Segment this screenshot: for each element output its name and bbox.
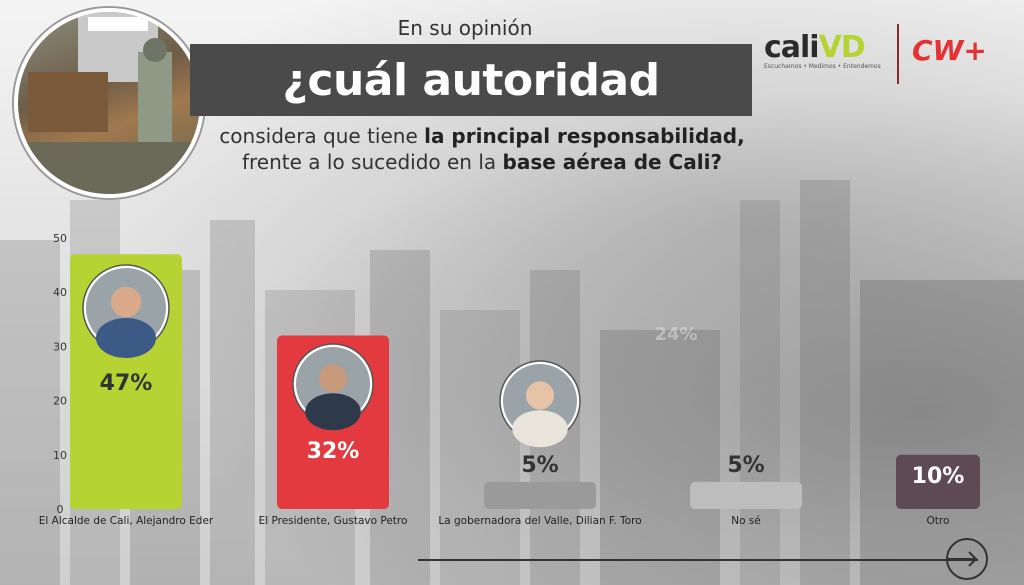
- question-line-1: considera que tiene la principal respons…: [219, 124, 745, 148]
- y-tick-label: 0: [57, 503, 64, 516]
- news-photo-circle: [14, 8, 204, 198]
- y-tick-label: 40: [53, 286, 67, 299]
- arrow-right-icon: [948, 551, 978, 567]
- portrait-body: [512, 410, 568, 448]
- y-tick-label: 30: [53, 340, 67, 353]
- portrait-face: [110, 286, 142, 318]
- x-tick-label: La gobernadora del Valle, Dilian F. Toro: [438, 515, 641, 527]
- data-label: 5%: [521, 453, 558, 478]
- data-label: 10%: [912, 464, 965, 489]
- cw-plus-logo: CW+: [912, 34, 987, 67]
- portrait-body: [96, 318, 156, 358]
- y-tick-label: 10: [53, 449, 67, 462]
- calivd-logo: caliVD Escuchamos • Medimos • Entendemos: [764, 30, 881, 70]
- portrait-face: [525, 381, 555, 410]
- y-tick-label: 20: [53, 395, 67, 408]
- bar: [896, 454, 980, 509]
- portrait-body: [305, 393, 361, 431]
- question-line-2: frente a lo sucedido en la base aérea de…: [241, 150, 723, 174]
- x-tick-label: No sé: [731, 515, 761, 527]
- next-arrow-button[interactable]: [946, 538, 988, 580]
- x-tick-label: Otro: [927, 515, 950, 527]
- data-label: 5%: [727, 453, 764, 478]
- data-label: 32%: [307, 439, 360, 464]
- y-tick-label: 50: [53, 232, 67, 245]
- question-title: ¿cuál autoridad: [282, 54, 660, 106]
- logo-divider: [897, 24, 899, 84]
- x-tick-label: El Alcalde de Cali, Alejandro Eder: [39, 515, 214, 527]
- question-intro: En su opinión: [397, 16, 533, 40]
- x-tick-label: El Presidente, Gustavo Petro: [259, 515, 408, 527]
- watermark-label: 24%: [654, 324, 697, 345]
- portrait-face: [318, 364, 348, 393]
- data-label: 47%: [100, 371, 153, 396]
- question-title-banner: ¿cuál autoridad: [190, 44, 752, 116]
- bottom-rule: [418, 559, 978, 561]
- bar: [690, 481, 802, 509]
- bar: [484, 481, 596, 509]
